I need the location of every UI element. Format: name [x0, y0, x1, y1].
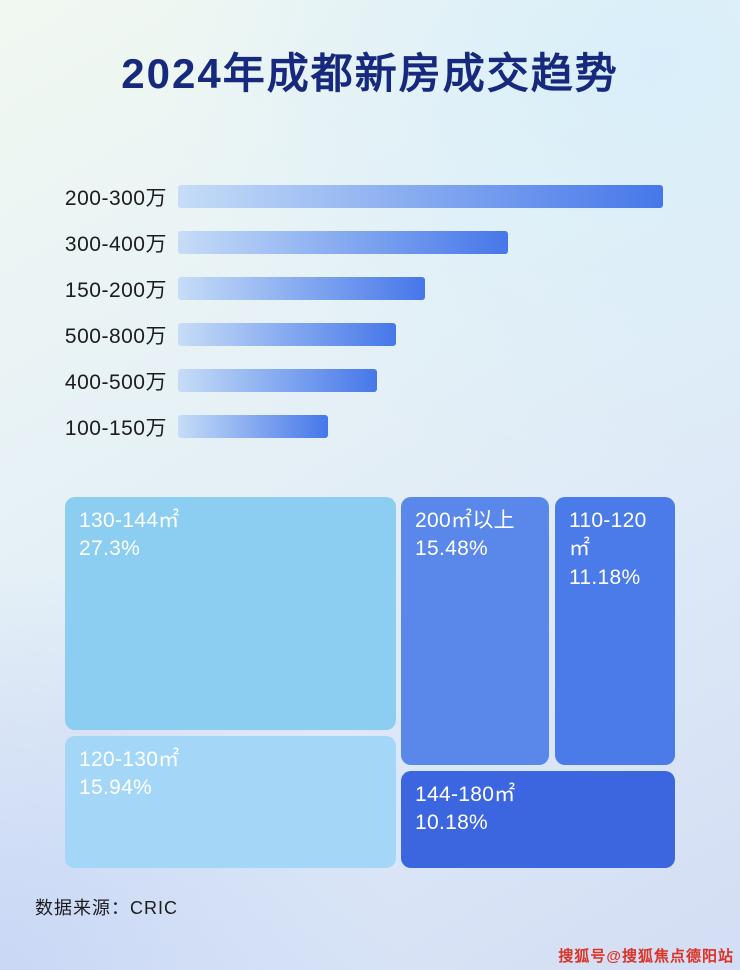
bar [178, 277, 425, 300]
bar-category-label: 300-400万 [64, 232, 167, 256]
bar-row: 300-400万 [45, 231, 695, 256]
bar-chart: 200-300万 300-400万 150-200万 500-800万 400-500万… [45, 185, 695, 461]
treemap-value: 27.3% [79, 537, 141, 561]
treemap-value: 15.94% [79, 776, 153, 800]
treemap-block: 200㎡以上 15.48% [401, 497, 549, 765]
bar-row: 200-300万 [45, 185, 695, 210]
bar [178, 185, 663, 208]
bar [178, 231, 508, 254]
bar-row: 400-500万 [45, 369, 695, 394]
treemap-chart: 130-144㎡ 27.3% 120-130㎡ 15.94% 200㎡以上 15.48% 1… [65, 497, 675, 868]
bar-row: 150-200万 [45, 277, 695, 302]
treemap-value: 15.48% [415, 537, 489, 561]
bar [178, 415, 328, 438]
treemap-block: 110-120㎡ 11.18% [555, 497, 675, 765]
bar-category-label: 200-300万 [64, 186, 167, 210]
bar-row: 100-150万 [45, 415, 695, 440]
watermark: 搜狐号@搜狐焦点德阳站 [558, 948, 734, 965]
page-title: 2024年成都新房成交趋势 [121, 50, 619, 97]
treemap-value: 10.18% [415, 811, 489, 835]
treemap-label: 110-120㎡ [569, 509, 647, 561]
treemap-value: 11.18% [569, 565, 641, 589]
data-source-note: 数据来源：CRIC [35, 898, 178, 918]
bar [178, 323, 396, 346]
bar-category-label: 100-150万 [64, 416, 167, 440]
treemap-block: 120-130㎡ 15.94% [65, 736, 396, 868]
treemap-label: 144-180㎡ [415, 783, 516, 806]
bar-category-label: 150-200万 [64, 278, 167, 302]
treemap-block: 130-144㎡ 27.3% [65, 497, 396, 730]
treemap-label: 120-130㎡ [79, 748, 180, 771]
treemap-label: 130-144㎡ [79, 509, 180, 532]
treemap-label: 200㎡以上 [415, 509, 515, 532]
bar-category-label: 500-800万 [64, 324, 167, 348]
treemap-block: 144-180㎡ 10.18% [401, 771, 675, 868]
bar [178, 369, 377, 392]
bar-category-label: 400-500万 [64, 370, 167, 394]
bar-row: 500-800万 [45, 323, 695, 348]
